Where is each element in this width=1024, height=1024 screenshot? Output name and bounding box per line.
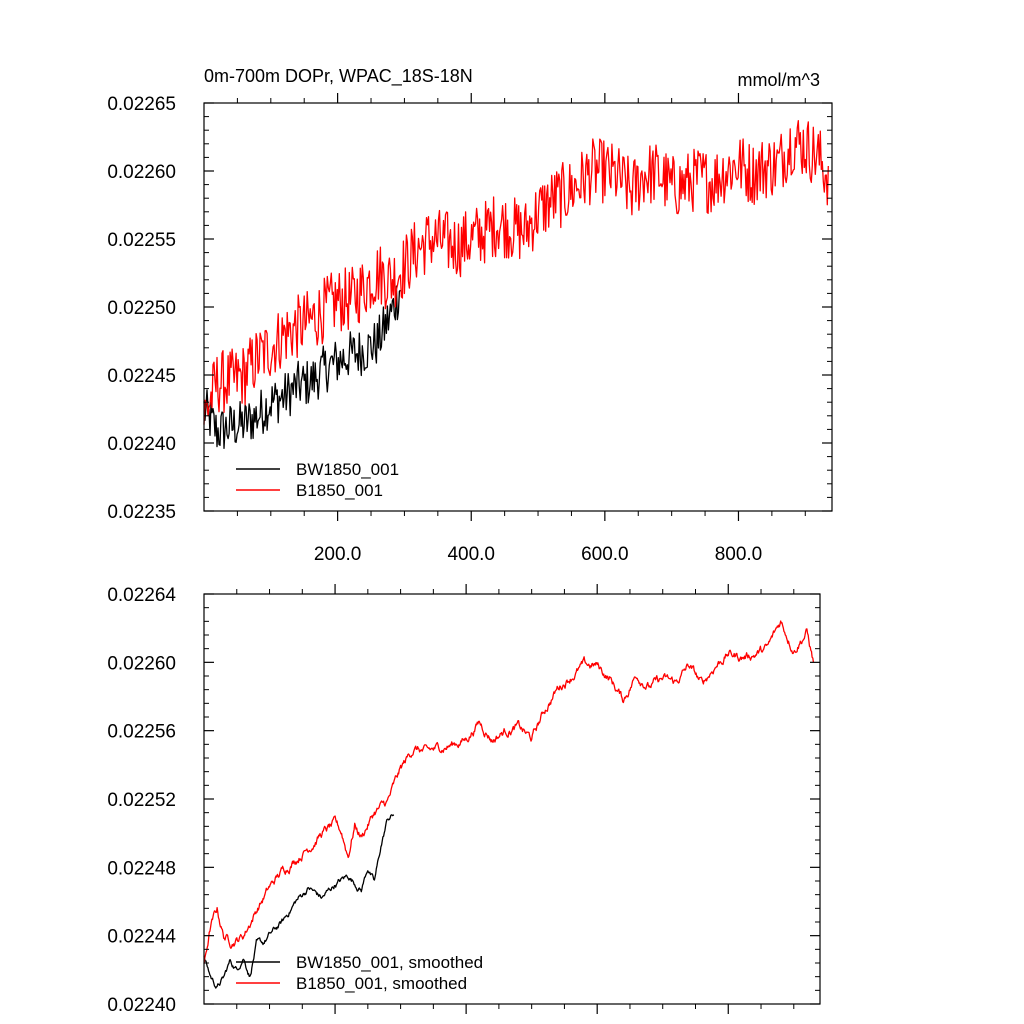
y-tick-label: 0.02244	[107, 927, 176, 948]
series-line-b1850	[203, 620, 815, 964]
bottom-legend: BW1850_001, smoothed B1850_001, smoothed	[236, 953, 483, 993]
x-tick-label: 400.0	[447, 544, 495, 565]
x-tick-label: 200.0	[314, 544, 362, 565]
x-tick-label: 800.0	[715, 544, 763, 565]
top-legend: BW1850_001 B1850_001	[236, 460, 399, 500]
y-tick-label: 0.02255	[107, 230, 176, 251]
y-tick-label: 0.02240	[107, 995, 176, 1016]
top-title: 0m-700m DOPr, WPAC_18S-18N	[204, 66, 473, 87]
series-line-bw1850	[203, 814, 395, 989]
top-series-group	[203, 120, 829, 450]
y-tick-label: 0.02260	[107, 653, 176, 674]
y-tick-label: 0.02250	[107, 298, 176, 319]
y-tick-label: 0.02240	[107, 434, 176, 455]
y-tick-label: 0.02245	[107, 366, 176, 387]
top-plot-frame	[203, 102, 833, 512]
top-legend-label-b1850: B1850_001	[296, 481, 383, 500]
y-tick-label: 0.02248	[107, 858, 176, 879]
bottom-series-group	[203, 620, 815, 989]
top-axes: 0.02235 0.02240 0.02245 0.02250 0.02255 0.022…	[107, 93, 832, 565]
y-tick-label: 0.02252	[107, 790, 176, 811]
bottom-legend-label-b1850: B1850_001, smoothed	[296, 974, 467, 993]
y-tick-label: 0.02260	[107, 162, 176, 183]
y-tick-label: 0.02264	[107, 585, 176, 606]
y-tick-label: 0.02256	[107, 722, 176, 743]
bottom-panel: 0.02240 0.02244 0.02248 0.02252 0.02256 0.022…	[107, 584, 821, 1016]
top-panel: 0m-700m DOPr, WPAC_18S-18N mmol/m^3 0.02…	[107, 66, 833, 565]
y-tick-label: 0.02235	[107, 502, 176, 523]
top-units: mmol/m^3	[738, 70, 820, 90]
series-line-bw1850	[203, 285, 401, 450]
bottom-plot-frame	[203, 593, 821, 1005]
bottom-axes: 0.02240 0.02244 0.02248 0.02252 0.02256 0.022…	[107, 584, 820, 1016]
y-tick-label: 0.02265	[107, 94, 176, 115]
x-tick-label: 600.0	[581, 544, 629, 565]
bottom-legend-label-bw1850: BW1850_001, smoothed	[296, 953, 483, 972]
top-legend-label-bw1850: BW1850_001	[296, 460, 399, 479]
series-line-b1850	[203, 120, 829, 425]
